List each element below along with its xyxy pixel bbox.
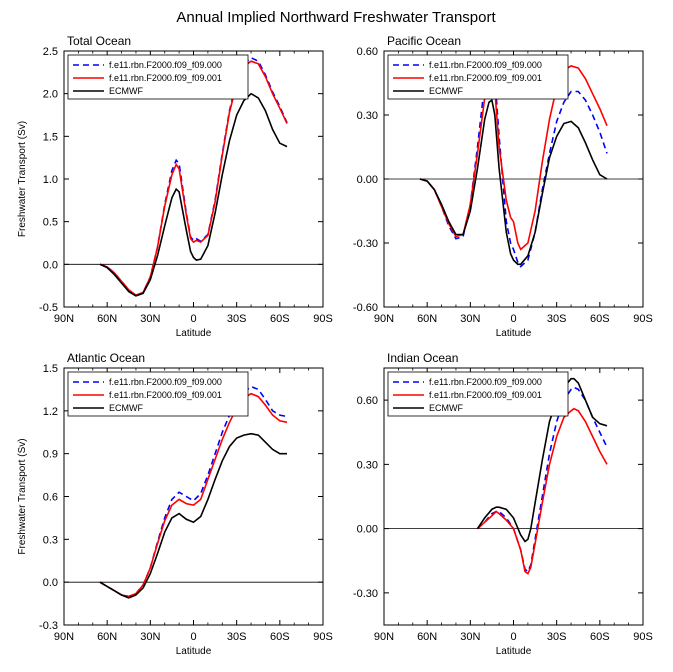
- y-tick-label: -0.5: [39, 302, 58, 314]
- series-line-0: [99, 56, 288, 297]
- x-tick-label: 0: [190, 313, 196, 325]
- y-tick-label: 2.0: [43, 89, 58, 101]
- y-tick-label: 0.0: [43, 577, 58, 589]
- y-tick-label: 0.00: [357, 524, 378, 536]
- x-tick-label: 30S: [227, 313, 247, 325]
- series-line-1: [419, 65, 608, 251]
- x-tick-label: 30S: [547, 631, 567, 643]
- y-tick-label: 1.2: [43, 406, 58, 418]
- x-tick-label: 30S: [227, 631, 247, 643]
- y-tick-label: 1.0: [43, 174, 58, 186]
- legend-label-1: f.e11.rbn.F2000.f09_f09.001: [109, 73, 222, 83]
- legend-label-1: f.e11.rbn.F2000.f09_f09.001: [109, 390, 222, 400]
- series-line-2: [476, 377, 608, 543]
- y-tick-label: 1.5: [43, 131, 58, 143]
- series-line-1: [99, 392, 288, 598]
- legend-box: [387, 54, 569, 100]
- series-line-1: [99, 60, 288, 296]
- x-tick-label: 90S: [313, 313, 333, 325]
- panel-3: 90N 60N 30N 0 30S 60S 90S -0.30 0.00 0.30 0.60 Lati…: [353, 351, 653, 657]
- legend: f.e11.rbn.F2000.f09_f09.000 f.e11.rbn.F20…: [67, 54, 249, 100]
- x-tick-label: 30S: [547, 313, 567, 325]
- x-tick-label: 90S: [633, 313, 653, 325]
- x-tick-label: 60S: [590, 631, 610, 643]
- legend-label-0: f.e11.rbn.F2000.f09_f09.000: [429, 377, 542, 387]
- series-line-1: [476, 407, 608, 575]
- x-axis-label: Latitude: [496, 328, 532, 339]
- x-tick-label: 0: [510, 631, 516, 643]
- y-tick-label: 0.30: [357, 459, 378, 471]
- x-tick-label: 90N: [374, 631, 394, 643]
- y-tick-label: 0.30: [357, 110, 378, 122]
- legend-label-0: f.e11.rbn.F2000.f09_f09.000: [109, 60, 222, 70]
- legend: f.e11.rbn.F2000.f09_f09.000 f.e11.rbn.F20…: [387, 371, 569, 417]
- legend: f.e11.rbn.F2000.f09_f09.000 f.e11.rbn.F20…: [67, 371, 249, 417]
- series-line-0: [99, 385, 288, 598]
- y-tick-label: 0.9: [43, 449, 58, 461]
- x-tick-label: 90S: [633, 631, 653, 643]
- panel-0: 90N 60N 30N 0 30S 60S 90S -0.5 0.0 0.5 1.0 1.5 2.0 2.…: [17, 34, 333, 339]
- y-tick-label: 0.60: [357, 46, 378, 58]
- chart-panels: 90N 60N 30N 0 30S 60S 90S -0.5 0.0 0.5 1.0 1.5 2.0 2.…: [17, 34, 653, 657]
- legend-label-2: ECMWF: [429, 403, 463, 413]
- y-tick-label: -0.60: [353, 302, 378, 314]
- legend-label-0: f.e11.rbn.F2000.f09_f09.000: [109, 377, 222, 387]
- x-tick-label: 30N: [140, 631, 160, 643]
- x-tick-label: 0: [190, 631, 196, 643]
- legend-label-2: ECMWF: [109, 86, 143, 96]
- y-tick-label: 0.5: [43, 217, 58, 229]
- x-tick-label: 90N: [54, 313, 74, 325]
- x-tick-label: 60S: [590, 313, 610, 325]
- panel-1: 90N 60N 30N 0 30S 60S 90S -0.60 -0.30 0.00 0.30 0.6…: [353, 34, 653, 339]
- x-tick-label: 0: [510, 313, 516, 325]
- legend: f.e11.rbn.F2000.f09_f09.000 f.e11.rbn.F20…: [387, 54, 569, 100]
- y-tick-label: -0.30: [353, 588, 378, 600]
- x-tick-label: 30N: [460, 631, 480, 643]
- panel-2: 90N 60N 30N 0 30S 60S 90S -0.3 0.0 0.3 0.6 0.9 1.2 1.…: [17, 351, 333, 657]
- y-axis-label: Freshwater Transport (Sv): [17, 438, 28, 554]
- panel-title: Pacific Ocean: [387, 34, 461, 48]
- y-tick-label: -0.3: [39, 620, 58, 632]
- legend-label-2: ECMWF: [429, 86, 463, 96]
- legend-label-2: ECMWF: [109, 403, 143, 413]
- y-tick-label: -0.30: [353, 238, 378, 250]
- series-line-2: [99, 92, 288, 297]
- x-tick-label: 90S: [313, 631, 333, 643]
- x-tick-label: 90N: [374, 313, 394, 325]
- x-tick-label: 60N: [417, 313, 437, 325]
- x-tick-label: 60S: [270, 313, 290, 325]
- series-line-2: [419, 98, 608, 266]
- figure-title: Annual Implied Northward Freshwater Tran…: [176, 9, 496, 26]
- x-tick-label: 30N: [140, 313, 160, 325]
- y-tick-label: 1.5: [43, 363, 58, 375]
- y-tick-label: 0.00: [357, 174, 378, 186]
- panel-title: Indian Ocean: [387, 351, 458, 365]
- x-tick-label: 90N: [54, 631, 74, 643]
- x-tick-label: 60N: [417, 631, 437, 643]
- x-tick-label: 60N: [97, 631, 117, 643]
- legend-label-1: f.e11.rbn.F2000.f09_f09.001: [429, 390, 542, 400]
- x-axis-label: Latitude: [176, 646, 212, 657]
- panel-title: Atlantic Ocean: [67, 351, 145, 365]
- y-tick-label: 0.3: [43, 534, 58, 546]
- x-axis-label: Latitude: [496, 646, 532, 657]
- series-line-0: [419, 58, 608, 268]
- y-tick-label: 0.0: [43, 259, 58, 271]
- x-tick-label: 30N: [460, 313, 480, 325]
- y-axis-label: Freshwater Transport (Sv): [17, 121, 28, 237]
- y-tick-label: 2.5: [43, 46, 58, 58]
- series-line-2: [99, 432, 287, 599]
- panel-title: Total Ocean: [67, 34, 131, 48]
- y-tick-label: 0.6: [43, 492, 58, 504]
- x-tick-label: 60S: [270, 631, 290, 643]
- y-tick-label: 0.60: [357, 395, 378, 407]
- legend-label-0: f.e11.rbn.F2000.f09_f09.000: [429, 60, 542, 70]
- x-tick-label: 60N: [97, 313, 117, 325]
- x-axis-label: Latitude: [176, 328, 212, 339]
- legend-label-1: f.e11.rbn.F2000.f09_f09.001: [429, 73, 542, 83]
